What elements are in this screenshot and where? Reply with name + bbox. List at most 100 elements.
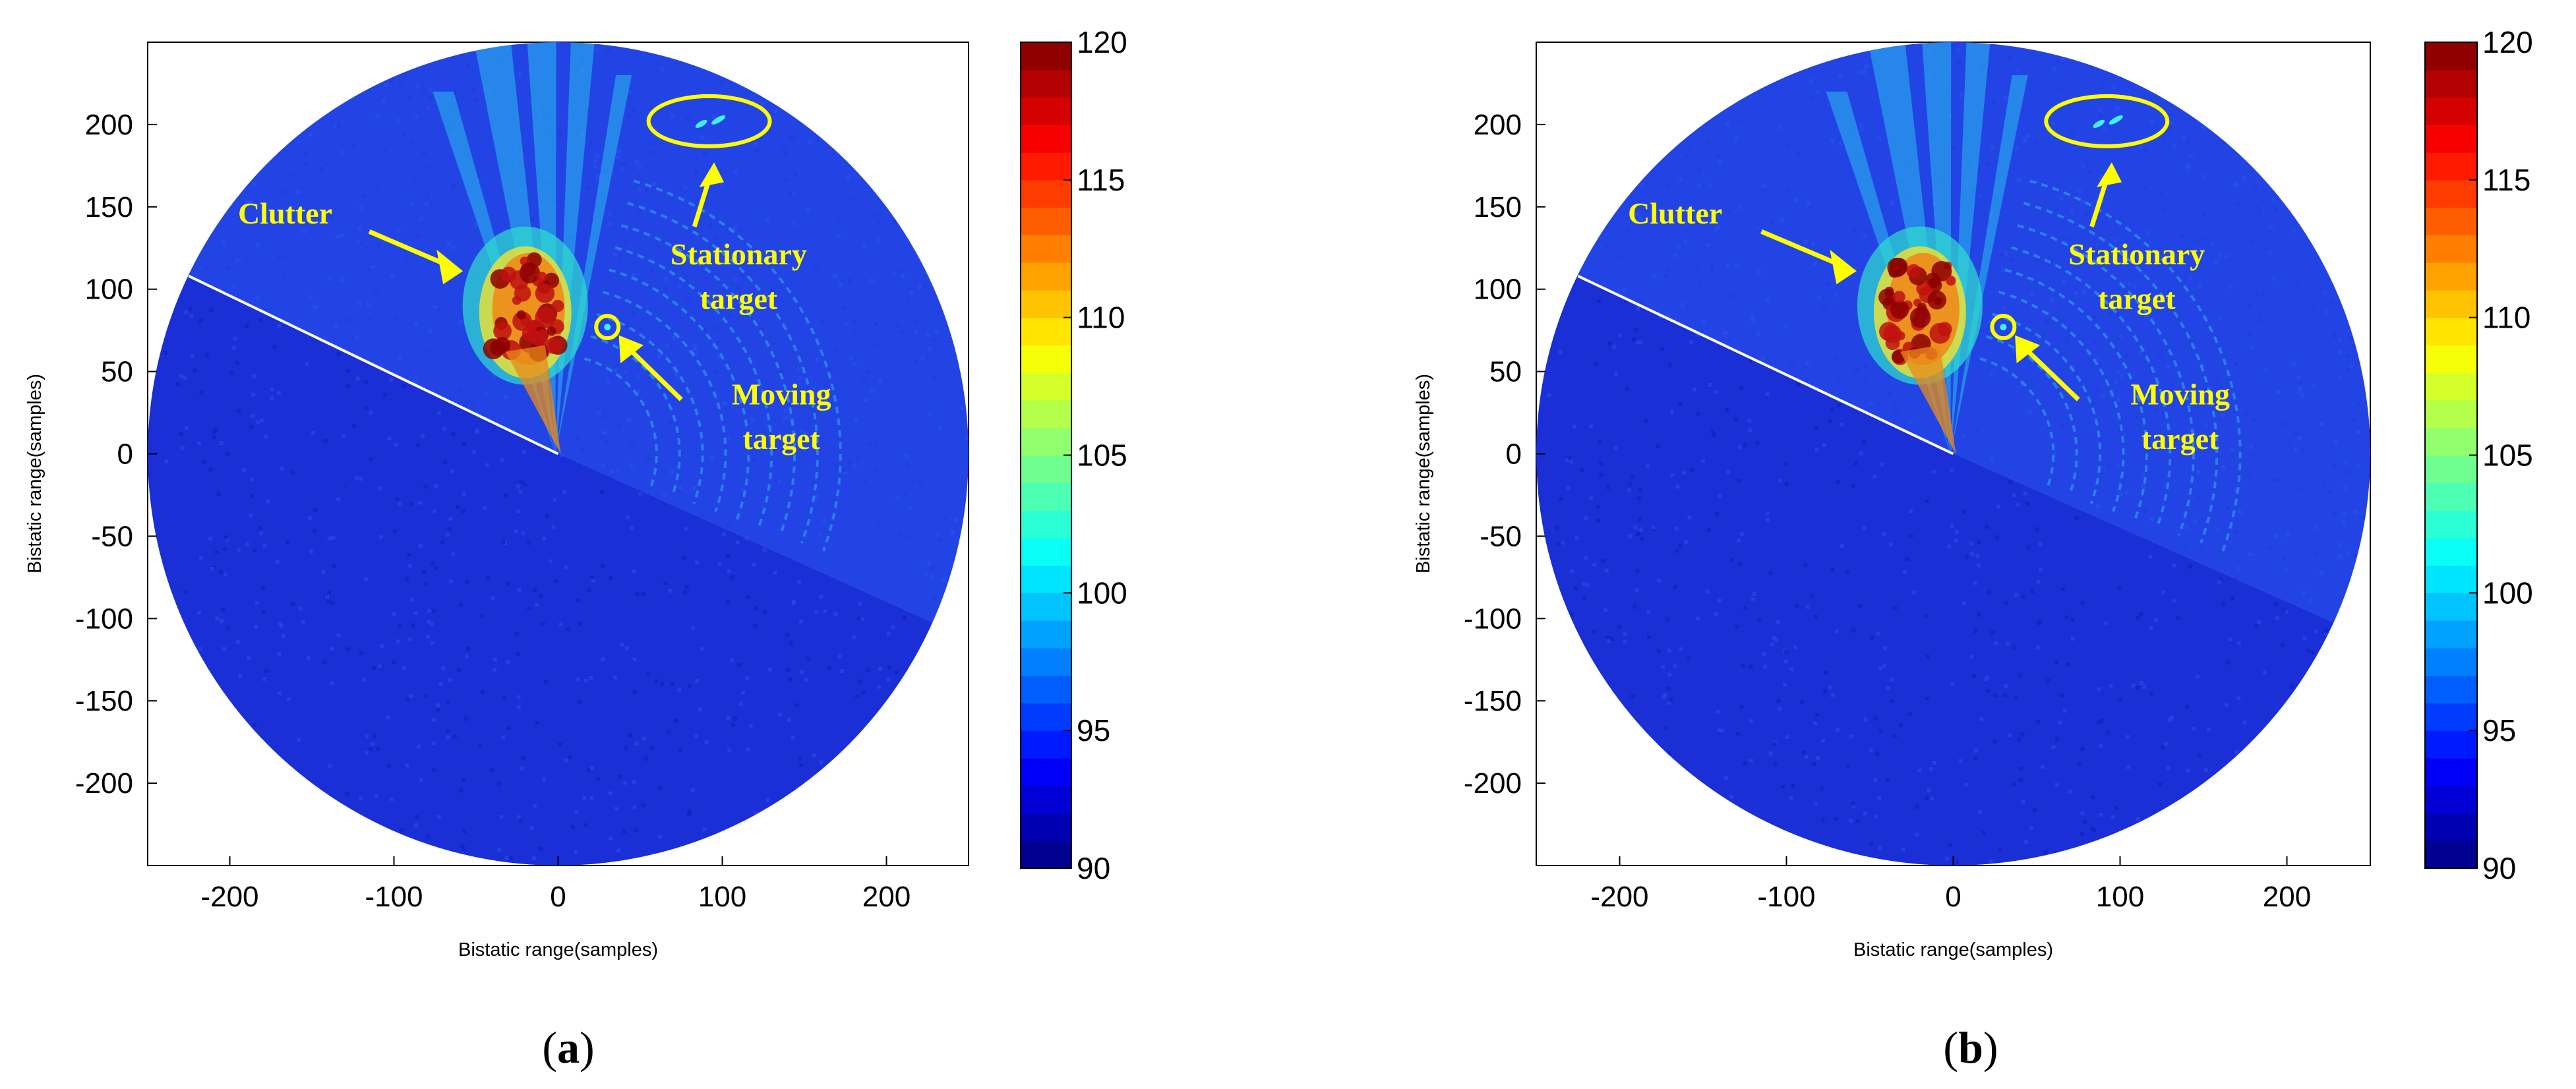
stationary-blip <box>2093 119 2105 128</box>
axis-ticks: -200 -100 0 100 200 200 150 100 50 0 -50 -100 -150 -2… <box>75 109 911 913</box>
moving-arrowhead <box>618 335 644 364</box>
clutter-ring <box>627 202 819 544</box>
colorbar-level <box>1021 97 1071 125</box>
clutter-arrow <box>368 229 451 268</box>
clutter-arrow <box>1760 229 1844 268</box>
colorbar-level <box>1021 42 1071 71</box>
clutter-beam <box>1868 42 1951 454</box>
x-tick-label: 0 <box>1945 881 1961 913</box>
colorbar-level <box>2425 647 2477 676</box>
x-tick-label: 100 <box>2096 881 2144 913</box>
x-tick-label: -100 <box>365 881 423 913</box>
colorbar-tick-label: 110 <box>1077 301 1125 335</box>
x-tick-label: -100 <box>1757 881 1815 913</box>
stationary-blip <box>695 119 707 128</box>
stationary-target-marker <box>2044 94 2170 148</box>
colorbar-level <box>2425 537 2477 566</box>
moving-label-2: target <box>742 422 820 456</box>
colorbar-level <box>1021 593 1071 621</box>
colorbar-level <box>2425 757 2477 786</box>
colorbar-level <box>2425 399 2477 428</box>
clutter-beam <box>555 42 595 454</box>
colorbar-level <box>1021 813 1071 841</box>
clutter-peak <box>1909 307 1931 328</box>
y-tick-label: -50 <box>91 520 133 552</box>
colorbar-level <box>1021 125 1071 153</box>
clutter-ring <box>590 335 681 496</box>
clutter-ring <box>596 312 704 504</box>
clutter-ring <box>2010 246 2172 528</box>
colorbar-level <box>2425 703 2477 731</box>
clutter-peak <box>493 322 512 341</box>
colorbar-level <box>1021 537 1071 566</box>
clutter-ring <box>633 179 842 552</box>
clutter-ring <box>602 291 727 512</box>
clutter-ring <box>1998 291 2125 512</box>
y-tick-label: 0 <box>1506 438 1522 471</box>
clutter-peak <box>538 329 548 339</box>
moving-arrow <box>2022 345 2080 401</box>
colorbar-level <box>1021 345 1071 373</box>
clutter-tail <box>505 345 561 454</box>
colorbar-tick-label: 120 <box>1077 25 1127 59</box>
colorbar-level <box>2425 483 2477 511</box>
stationary-target-marker <box>646 94 772 148</box>
clutter-ring <box>609 268 750 520</box>
clutter-ring <box>1986 335 2078 496</box>
clutter-ring <box>1992 312 2102 504</box>
x-tick-label: -200 <box>1590 881 1648 913</box>
clutter-beam <box>1950 74 2028 454</box>
clutter-peak <box>1946 276 1956 286</box>
colorbar-tick-label: 105 <box>1077 438 1127 473</box>
colorbar: 120 115 110 105 100 95 90 <box>2424 25 2533 885</box>
moving-target-marker <box>1990 314 2017 341</box>
stationary-arrowhead <box>699 162 724 187</box>
clutter-peak <box>1929 322 1951 344</box>
x-tick-label: 200 <box>2263 881 2311 913</box>
colorbar-level <box>2425 565 2477 593</box>
clutter-peak <box>547 326 556 336</box>
stationary-label-2: target <box>700 282 778 316</box>
colorbar-level <box>2425 179 2477 208</box>
colorbar-level <box>2425 427 2477 456</box>
colorbar-level <box>1021 483 1071 511</box>
x-tick-label: 200 <box>862 881 911 913</box>
colorbar-tick-label: 90 <box>2482 851 2516 885</box>
clutter-ring <box>2023 202 2219 544</box>
colorbar-level <box>2425 372 2477 401</box>
baseline-line <box>1577 274 1954 456</box>
colorbar-level <box>2425 730 2477 759</box>
y-tick-label: 100 <box>85 274 133 306</box>
x-tick-label: 100 <box>698 881 746 913</box>
colorbar-level <box>1021 647 1071 676</box>
clutter-peak <box>1925 272 1941 288</box>
y-tick-label: -50 <box>1480 520 1522 552</box>
colorbar-level <box>2425 510 2477 539</box>
colorbar-tick-label: 95 <box>1077 713 1110 748</box>
y-axis-label: Bistatic range(samples) <box>24 374 45 574</box>
colorbar-level <box>1021 262 1071 291</box>
colorbar-level <box>1021 235 1071 263</box>
colorbar-tick-label: 105 <box>2482 438 2533 473</box>
colorbar-tick-label: 100 <box>2482 575 2533 610</box>
colorbar-level <box>1021 372 1071 401</box>
panel-label: (b) <box>1943 1022 1998 1073</box>
clutter-peak <box>514 285 531 302</box>
clutter-peak <box>1927 290 1947 310</box>
colorbar-level <box>1021 207 1071 235</box>
x-axis-label: Bistatic range(samples) <box>1853 939 2053 960</box>
x-tick-label: -200 <box>200 881 258 913</box>
clutter-peak <box>1879 322 1898 341</box>
x-axis-label: Bistatic range(samples) <box>458 939 658 960</box>
colorbar-level <box>1021 620 1071 649</box>
clutter-peak <box>1906 264 1921 279</box>
colorbar-level <box>2425 235 2477 263</box>
colorbar-level <box>1021 317 1071 346</box>
clutter-beam <box>555 74 632 454</box>
colorbar-level <box>2425 345 2477 373</box>
colorbar-tick-label: 115 <box>1077 163 1125 197</box>
clutter-peak <box>516 310 526 320</box>
clutter-peak <box>536 272 547 282</box>
clutter-peak <box>494 337 511 354</box>
clutter-label: Clutter <box>238 196 332 230</box>
